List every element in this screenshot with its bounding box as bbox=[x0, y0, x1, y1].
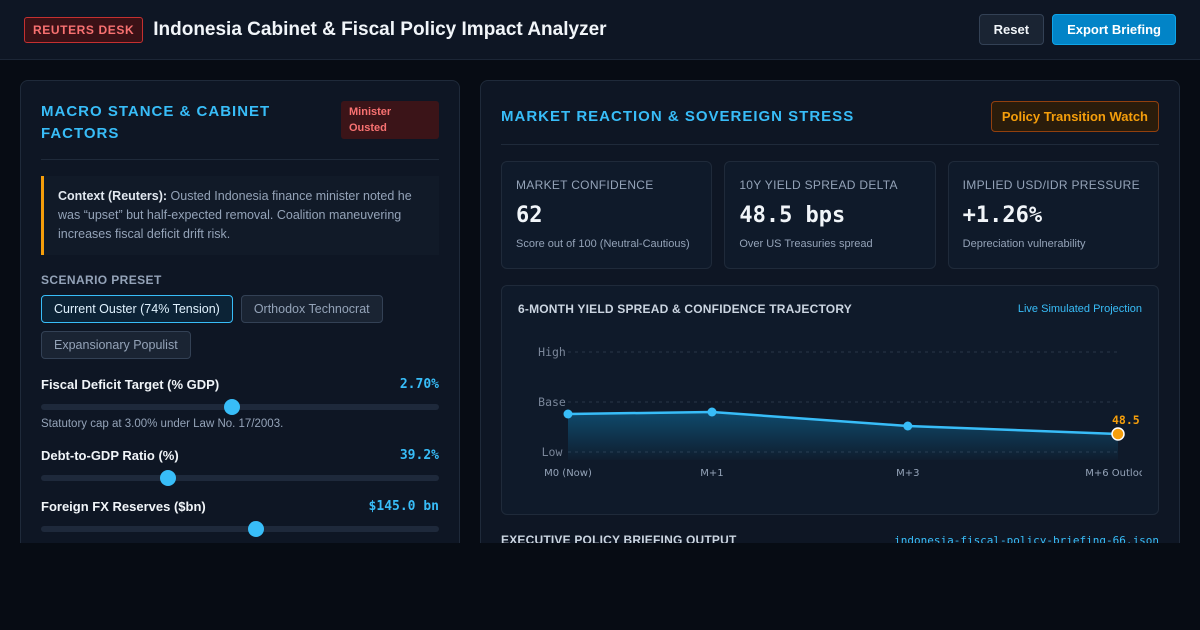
slider-label: Debt-to-GDP Ratio (%) bbox=[41, 448, 179, 463]
slider-thumb[interactable] bbox=[160, 470, 177, 486]
x-tick-label: M+6 Outlook bbox=[1085, 468, 1142, 479]
chart-header: 6-Month Yield Spread & Confidence Trajec… bbox=[518, 302, 1142, 316]
slider-group: Fiscal Deficit Target (% GDP) 2.70% Statut… bbox=[41, 377, 439, 537]
market-reaction-panel: Market Reaction & Sovereign Stress Polic… bbox=[480, 80, 1180, 543]
scenario-preset-button[interactable]: Current Ouster (74% Tension) bbox=[41, 295, 233, 323]
metric-card: Implied USD/IDR Pressure +1.26% Depreciati… bbox=[947, 161, 1159, 269]
data-point bbox=[903, 421, 913, 431]
policy-watch-badge: Policy Transition Watch bbox=[990, 101, 1159, 132]
slider-control: Foreign FX Reserves ($bn) $145.0 bn bbox=[41, 499, 439, 537]
data-point bbox=[707, 407, 717, 417]
slider-thumb[interactable] bbox=[224, 399, 241, 415]
final-data-point bbox=[1111, 427, 1125, 441]
top-actions: Reset Export Briefing bbox=[978, 14, 1176, 45]
series-line bbox=[567, 410, 1119, 436]
slider-track[interactable] bbox=[41, 470, 439, 486]
x-tick-label: M+1 bbox=[700, 468, 723, 479]
metric-label: 10Y Yield Spread Delta bbox=[739, 178, 898, 192]
scenario-preset-group: Current Ouster (74% Tension) Orthodox Tec… bbox=[41, 295, 439, 359]
data-point bbox=[563, 409, 573, 419]
briefing-filename[interactable]: indonesia-fiscal-policy-briefing-66.json bbox=[894, 533, 1159, 544]
market-panel-header: Market Reaction & Sovereign Stress Polic… bbox=[501, 101, 1159, 145]
metric-card: 10Y Yield Spread Delta 48.5 bps Over US Tr… bbox=[724, 161, 936, 269]
slider-value: 39.2% bbox=[399, 448, 439, 463]
metric-subtext: Score out of 100 (Neutral-Cautious) bbox=[516, 238, 690, 250]
x-tick-label: M+3 bbox=[896, 468, 919, 479]
reset-button[interactable]: Reset bbox=[978, 14, 1045, 45]
y-level-label: Low bbox=[542, 445, 563, 459]
x-tick-label: M0 (Now) bbox=[544, 468, 592, 479]
chart-area bbox=[568, 412, 1118, 460]
slider-header: Debt-to-GDP Ratio (%) 39.2% bbox=[41, 448, 439, 463]
context-lead: Context (Reuters): bbox=[58, 189, 168, 203]
export-briefing-button[interactable]: Export Briefing bbox=[1052, 14, 1176, 45]
metric-value: 62 bbox=[516, 203, 543, 228]
final-value-label: 48.5 bps bbox=[1112, 413, 1142, 427]
context-body: Ousted Indonesia finance minister noted … bbox=[58, 189, 412, 241]
slider-value: 2.70% bbox=[399, 377, 439, 392]
macro-panel-title: Macro Stance & Cabinet Factors bbox=[41, 103, 271, 142]
market-panel-title: Market Reaction & Sovereign Stress bbox=[501, 107, 855, 125]
macro-stance-panel: Macro Stance & Cabinet Factors Minister … bbox=[20, 80, 460, 543]
slider-track[interactable] bbox=[41, 399, 439, 415]
metric-cards: Market Confidence 62 Score out of 100 (Neu… bbox=[501, 161, 1159, 269]
content-area: Macro Stance & Cabinet Factors Minister … bbox=[0, 60, 1200, 543]
top-bar: REUTERS DESK Indonesia Cabinet & Fiscal … bbox=[0, 0, 1200, 60]
minister-status-badge: Minister Ousted bbox=[341, 101, 439, 139]
slider-value: $145.0 bn bbox=[368, 499, 439, 514]
context-note: Context (Reuters): Ousted Indonesia fina… bbox=[41, 176, 439, 255]
slider-track[interactable] bbox=[41, 521, 439, 537]
slider-note: Statutory cap at 3.00% under Law No. 17/… bbox=[41, 418, 284, 430]
slider-label: Fiscal Deficit Target (% GDP) bbox=[41, 377, 220, 392]
metric-value: 48.5 bps bbox=[739, 203, 846, 228]
macro-panel-header: Macro Stance & Cabinet Factors Minister … bbox=[41, 101, 439, 160]
slider-header: Foreign FX Reserves ($bn) $145.0 bn bbox=[41, 499, 439, 514]
briefing-title: Executive Policy Briefing Output bbox=[501, 533, 737, 543]
metric-label: Market Confidence bbox=[516, 178, 654, 192]
y-level-label: Base bbox=[538, 395, 566, 409]
scenario-preset-button[interactable]: Orthodox Technocrat bbox=[240, 295, 383, 323]
metric-value: +1.26% bbox=[962, 203, 1043, 228]
metric-subtext: Over US Treasuries spread bbox=[739, 238, 873, 250]
slider-thumb[interactable] bbox=[247, 521, 264, 537]
metric-label: Implied USD/IDR Pressure bbox=[962, 178, 1140, 192]
scenario-preset-label: Scenario Preset bbox=[41, 273, 162, 287]
live-projection-tag: Live Simulated Projection bbox=[1017, 303, 1142, 315]
slider-control: Fiscal Deficit Target (% GDP) 2.70% Statut… bbox=[41, 377, 439, 430]
trajectory-chart: Low Base High 48.5 bps M0 (Now) M+1 M+3 M+6 Out… bbox=[538, 345, 1142, 479]
scenario-preset-button[interactable]: Expansionary Populist bbox=[41, 331, 191, 359]
briefing-header: Executive Policy Briefing Output indones… bbox=[501, 533, 1159, 543]
chart-title: 6-Month Yield Spread & Confidence Trajec… bbox=[518, 302, 852, 316]
slider-control: Debt-to-GDP Ratio (%) 39.2% bbox=[41, 448, 439, 486]
trajectory-chart-card: 6-Month Yield Spread & Confidence Trajec… bbox=[501, 285, 1159, 515]
app-title: Indonesia Cabinet & Fiscal Policy Impact… bbox=[153, 18, 607, 40]
metric-subtext: Depreciation vulnerability bbox=[962, 238, 1086, 250]
y-level-label: High bbox=[538, 345, 566, 359]
slider-label: Foreign FX Reserves ($bn) bbox=[41, 499, 206, 514]
slider-header: Fiscal Deficit Target (% GDP) 2.70% bbox=[41, 377, 439, 392]
metric-card: Market Confidence 62 Score out of 100 (Neu… bbox=[501, 161, 713, 269]
brand-tag: REUTERS DESK bbox=[24, 16, 144, 43]
